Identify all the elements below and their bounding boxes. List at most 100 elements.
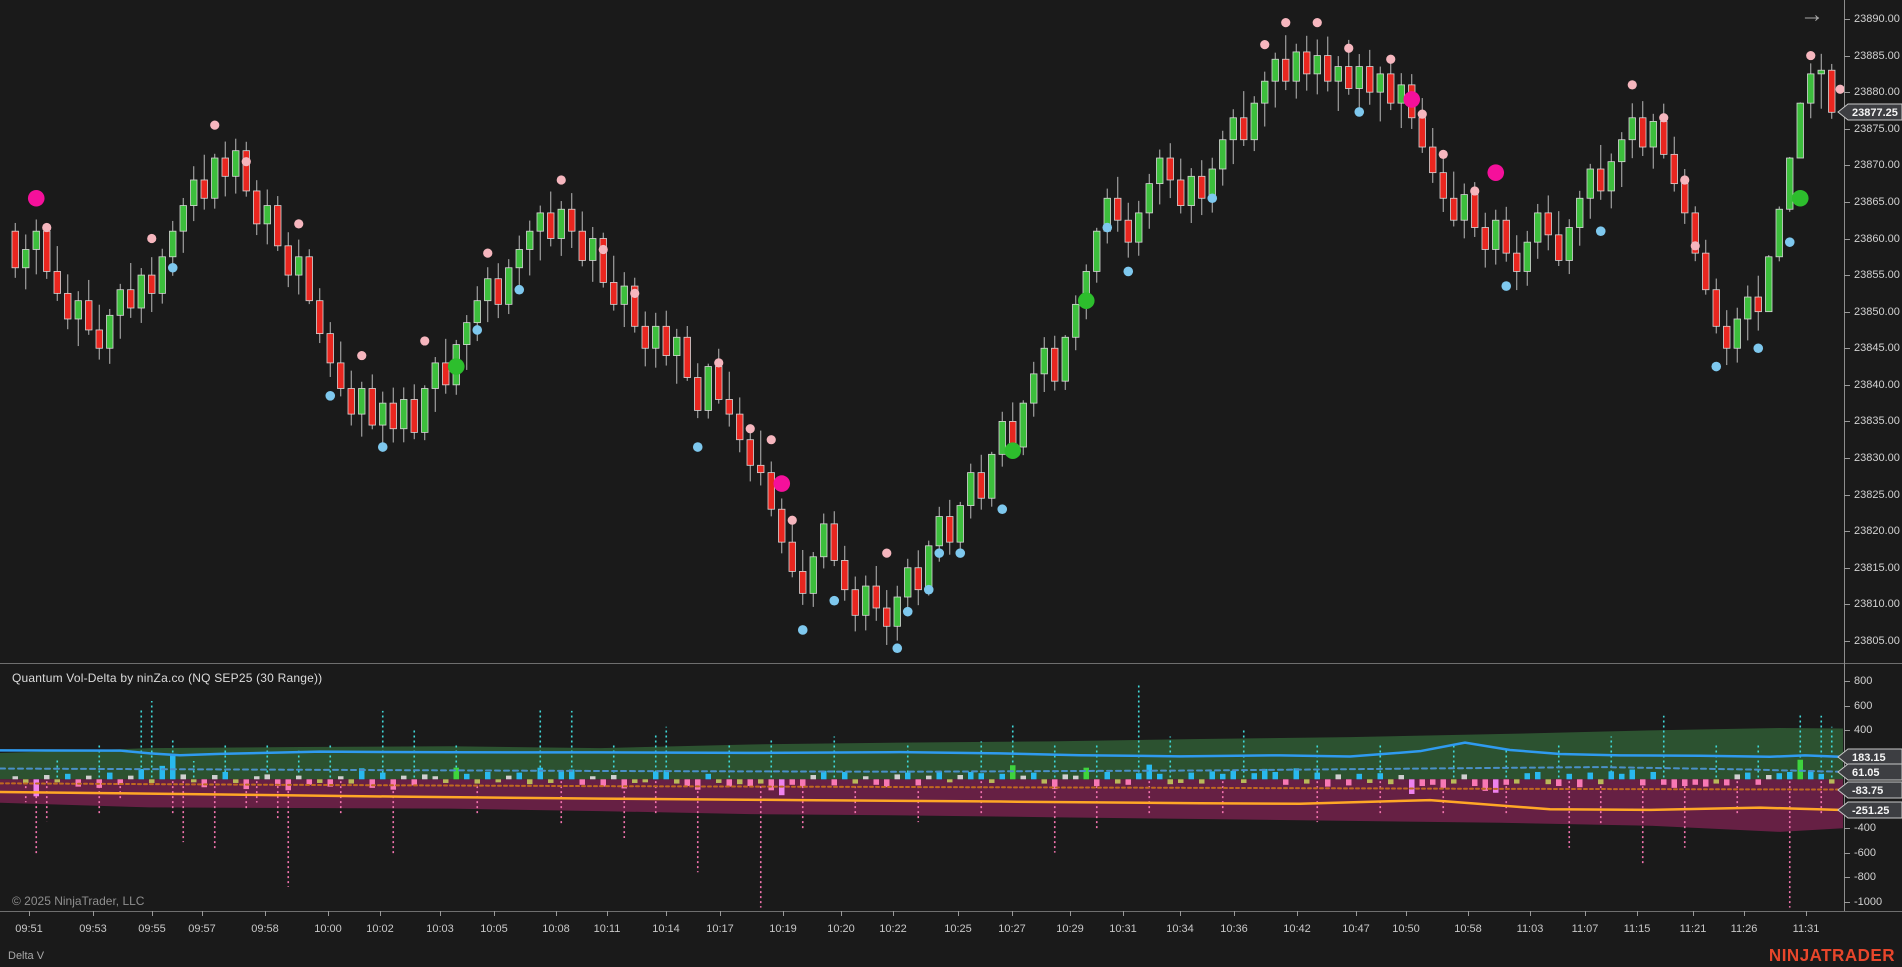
delta-axis-label: -800 — [1854, 871, 1877, 884]
blue-signal-dot — [1501, 281, 1512, 291]
time-axis-label: 10:20 — [827, 923, 855, 935]
time-axis-label: 10:19 — [769, 923, 797, 935]
main-price-chart[interactable] — [0, 0, 1844, 664]
time-axis[interactable]: 09:51 09:53 09:55 09:57 09:58 10:00 10:02 10:03… — [0, 911, 1902, 945]
pink-signal-dot — [42, 222, 52, 233]
panel-separator[interactable] — [0, 663, 1902, 664]
price-axis-label-tick — [1844, 458, 1850, 459]
price-axis-label-tick — [1844, 165, 1850, 167]
pink-signal-dot — [1470, 186, 1480, 196]
blue-signal-dot — [325, 391, 336, 401]
pink-signal-dot — [766, 435, 776, 445]
pink-signal-dot — [1281, 18, 1291, 28]
pink-signal-dot — [882, 548, 892, 558]
pink-signal-dot — [1438, 149, 1448, 159]
time-axis-tick — [265, 911, 266, 916]
time-axis-tick — [720, 911, 721, 916]
price-axis-label: 23880.00 — [1854, 86, 1900, 99]
copyright-text: © 2025 NinjaTrader, LLC — [12, 894, 145, 908]
time-axis-tick — [380, 911, 381, 916]
pink-signal-dot — [630, 288, 640, 298]
time-axis-label: 10:17 — [706, 923, 734, 935]
time-axis-tick — [607, 911, 608, 916]
price-axis-label: 23875.00 — [1854, 122, 1900, 135]
time-axis-tick — [1012, 911, 1013, 916]
tab-delta-v[interactable]: Delta V — [8, 950, 45, 962]
price-axis-label-tick — [1844, 421, 1850, 423]
price-axis-label-tick — [1844, 384, 1850, 386]
price-axis-label: 23855.00 — [1854, 269, 1900, 282]
magenta-signal-dot — [1487, 164, 1505, 181]
blue-signal-dot — [955, 548, 966, 558]
indicator-value-marker: -83.75 — [1837, 781, 1902, 799]
price-axis[interactable]: 23890.00 23885.00 23880.00 23875.00 23870.00… — [1837, 0, 1902, 911]
time-axis-tick — [440, 911, 441, 916]
time-axis-label: 10:02 — [366, 923, 394, 935]
price-axis-label: 23835.00 — [1854, 415, 1900, 428]
time-axis-label: 10:25 — [944, 923, 972, 935]
time-axis-tick — [1297, 911, 1298, 916]
blue-signal-dot — [1595, 226, 1606, 236]
indicator-panel-title: Quantum Vol-Delta by ninZa.co (NQ SEP25 … — [12, 671, 323, 685]
blue-signal-dot — [892, 643, 903, 654]
time-axis-label: 10:58 — [1454, 923, 1482, 935]
time-axis-tick — [1070, 911, 1071, 916]
magenta-signal-dot — [773, 475, 791, 492]
vol-delta-indicator-chart[interactable] — [0, 664, 1844, 911]
scroll-to-latest-icon[interactable]: → — [1800, 1, 1824, 28]
pink-signal-dot — [1627, 80, 1637, 90]
blue-signal-dot — [1354, 107, 1365, 117]
time-axis-label: 11:07 — [1571, 923, 1599, 935]
time-axis-label: 11:26 — [1730, 923, 1758, 935]
svg-text:183.15: 183.15 — [1852, 752, 1886, 764]
blue-signal-dot — [923, 584, 934, 595]
blue-signal-dot — [1102, 222, 1113, 233]
time-axis-tick — [556, 911, 557, 916]
time-axis-label: 10:11 — [593, 923, 621, 935]
time-axis-label: 10:50 — [1392, 923, 1420, 935]
time-axis-tick — [93, 911, 94, 916]
price-axis-label-tick — [1844, 604, 1850, 606]
price-axis-label: 23845.00 — [1854, 342, 1900, 355]
time-axis-label: 10:14 — [652, 923, 680, 935]
price-axis-label-tick — [1844, 55, 1850, 57]
price-axis-label: 23830.00 — [1854, 452, 1900, 464]
time-axis-tick — [1234, 911, 1235, 916]
delta-bars — [12, 755, 1835, 797]
blue-signal-dot — [1711, 361, 1722, 372]
time-axis-tick — [1530, 911, 1531, 916]
pink-signal-dot — [294, 219, 304, 229]
blue-signal-dot — [1753, 343, 1764, 354]
time-axis-label: 09:51 — [15, 923, 43, 935]
delta-spikes — [24, 683, 1833, 908]
time-axis-label: 10:00 — [314, 923, 342, 935]
price-axis-label: 23840.00 — [1854, 378, 1900, 391]
svg-text:-251.25: -251.25 — [1852, 805, 1889, 817]
pink-signal-dot — [598, 244, 608, 255]
time-axis-tick — [666, 911, 667, 916]
time-axis-label: 10:27 — [998, 923, 1026, 935]
pink-signal-dot — [1835, 84, 1844, 94]
time-axis-label: 10:47 — [1342, 923, 1370, 935]
price-axis-label-tick — [1844, 640, 1850, 642]
time-axis-label: 11:31 — [1792, 923, 1820, 935]
cyan-dashed-line — [0, 766, 1844, 773]
pink-signal-dot — [241, 157, 251, 167]
time-axis-label: 11:03 — [1516, 923, 1544, 935]
pink-signal-dot — [1680, 175, 1690, 185]
delta-axis-label: -600 — [1854, 846, 1877, 859]
time-axis-label: 10:08 — [542, 923, 570, 935]
blue-signal-dot — [934, 548, 945, 558]
svg-text:-83.75: -83.75 — [1852, 785, 1883, 797]
time-axis-label: 10:22 — [879, 923, 907, 935]
pink-signal-dot — [1806, 50, 1816, 61]
time-axis-tick — [29, 911, 30, 916]
price-axis-label: 23850.00 — [1854, 305, 1900, 318]
pink-signal-dot — [1659, 113, 1669, 123]
price-axis-label: 23870.00 — [1854, 159, 1900, 172]
delta-axis-label: -400 — [1854, 822, 1877, 835]
green-signal-dot — [1077, 292, 1095, 309]
blue-signal-dot — [1207, 193, 1218, 204]
price-axis-label-tick — [1844, 275, 1850, 277]
orange-dashed-line — [0, 782, 1844, 791]
